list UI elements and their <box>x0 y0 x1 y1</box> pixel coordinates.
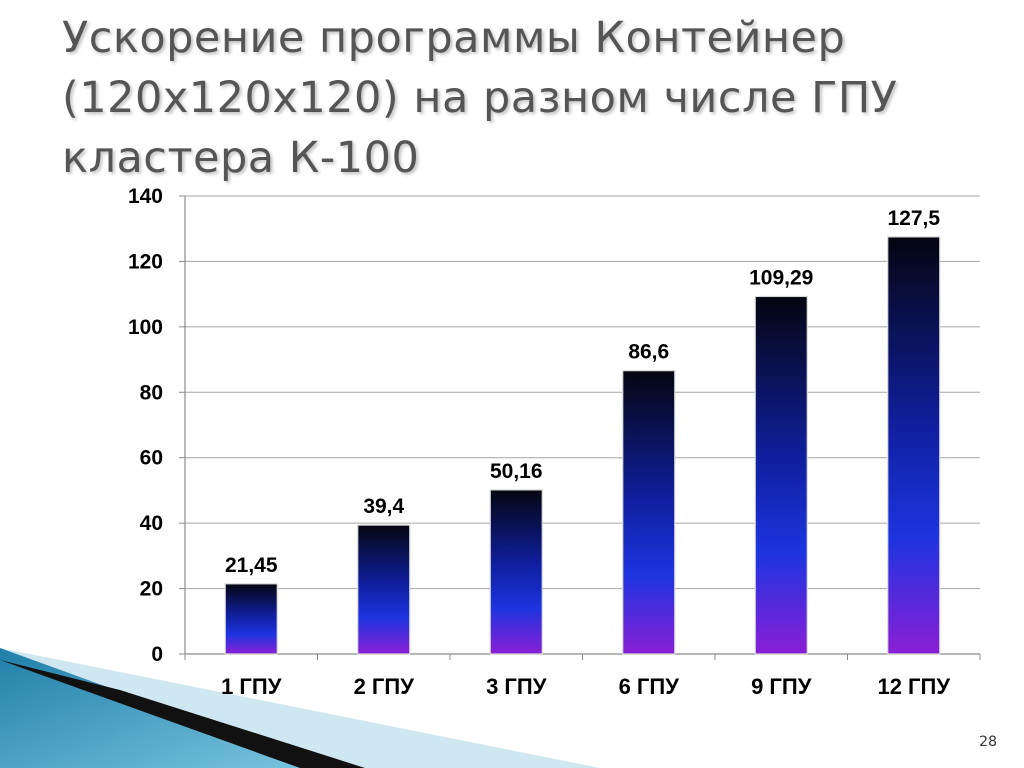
decor-dark-swoosh <box>0 660 365 768</box>
bar-4 <box>622 370 676 655</box>
bar-1 <box>224 583 278 655</box>
title-line-3: кластера К-100 <box>62 133 420 183</box>
data-label-3: 50,16 <box>490 460 543 483</box>
axes <box>179 195 981 660</box>
category-label-3: 3 ГПУ <box>486 674 547 699</box>
y-tick-label: 40 <box>140 512 163 535</box>
y-tick-label: 120 <box>128 250 163 273</box>
title-line-2: (120x120x120) на разном числе ГПУ <box>62 73 898 123</box>
data-label-5: 109,29 <box>749 266 813 289</box>
category-label-5: 9 ГПУ <box>751 674 812 699</box>
data-label-1: 21,45 <box>225 554 278 577</box>
page-number: 28 <box>979 734 997 750</box>
category-label-4: 6 ГПУ <box>619 674 680 699</box>
data-label-6: 127,5 <box>887 207 940 230</box>
data-label-2: 39,4 <box>363 495 404 518</box>
bars <box>224 236 941 655</box>
y-tick-label: 100 <box>128 316 163 339</box>
y-tick-label: 20 <box>140 578 163 601</box>
y-tick-label: 140 <box>128 185 163 208</box>
y-tick-label: 60 <box>140 447 163 470</box>
data-label-4: 86,6 <box>628 341 669 364</box>
labels: 0 20 40 60 80 100 120 140 21,45 1 ГПУ 39,4 2 ГПУ 50,… <box>128 185 950 699</box>
y-tick-label: 80 <box>140 381 163 404</box>
title-line-1: Ускорение программы Контейнер <box>62 13 846 63</box>
bar-2 <box>357 524 411 655</box>
bar-3 <box>489 489 543 655</box>
gridlines <box>185 195 980 590</box>
category-label-2: 2 ГПУ <box>354 674 415 699</box>
y-tick-label: 0 <box>151 643 163 666</box>
bar-6 <box>887 236 941 655</box>
category-label-6: 12 ГПУ <box>877 674 950 699</box>
slide-title: Ускорение программы Контейнер (120x120x1… <box>62 8 982 188</box>
category-label-1: 1 ГПУ <box>221 674 282 699</box>
bar-5 <box>754 295 808 655</box>
